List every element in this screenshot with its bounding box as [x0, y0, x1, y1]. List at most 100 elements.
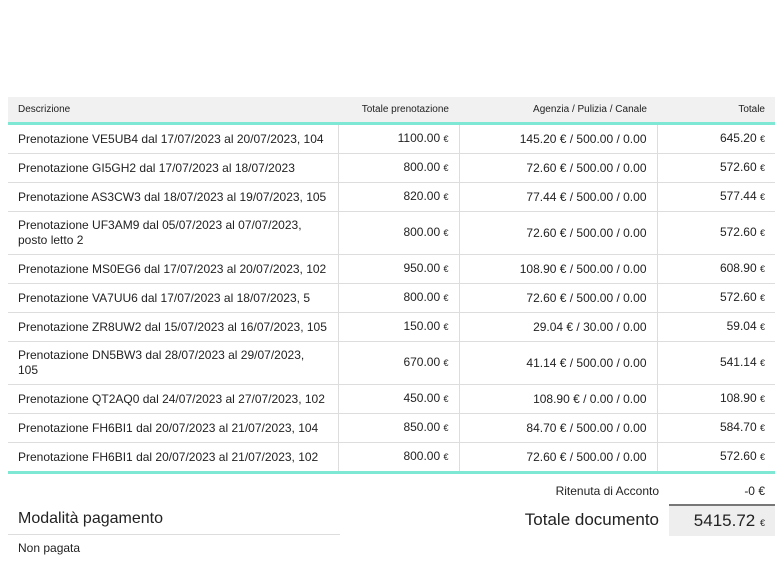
value: 572.60 — [719, 290, 757, 304]
cell-totale-prenotazione: 800.00 € — [338, 283, 460, 313]
cell-descrizione: Prenotazione VE5UB4 dal 17/07/2023 al 20… — [8, 123, 339, 154]
cell-descrizione: Prenotazione GI5GH2 dal 17/07/2023 al 18… — [8, 153, 339, 183]
value: 108.90 — [719, 391, 757, 405]
currency: € — [759, 394, 765, 404]
bookings-table: Descrizione Totale prenotazione Agenzia … — [8, 97, 775, 474]
value: 59.04 — [726, 319, 757, 333]
value: 645.20 — [719, 131, 757, 145]
currency: € — [759, 134, 765, 144]
cell-agenzia-pulizia-canale: 108.90 € / 500.00 / 0.00 — [459, 254, 658, 284]
cell-totale-prenotazione: 820.00 € — [338, 182, 460, 212]
cell-agenzia-pulizia-canale: 41.14 € / 500.00 / 0.00 — [459, 341, 658, 385]
cell-totale: 572.60 € — [657, 283, 775, 313]
table-row: Prenotazione DN5BW3 dal 28/07/2023 al 29… — [8, 341, 775, 385]
currency: € — [759, 452, 765, 462]
currency: € — [443, 322, 449, 332]
currency: € — [443, 452, 449, 462]
currency: € — [759, 322, 765, 332]
cell-descrizione: Prenotazione VA7UU6 dal 17/07/2023 al 18… — [8, 283, 339, 313]
currency: € — [443, 228, 449, 238]
value: 450.00 — [403, 391, 441, 405]
cell-totale: 577.44 € — [657, 182, 775, 212]
currency: € — [759, 192, 765, 202]
cell-totale: 645.20 € — [657, 123, 775, 154]
currency: € — [443, 192, 449, 202]
value: 800.00 — [403, 449, 441, 463]
cell-agenzia-pulizia-canale: 72.60 € / 500.00 / 0.00 — [459, 211, 658, 255]
cell-totale-prenotazione: 150.00 € — [338, 312, 460, 342]
cell-totale: 108.90 € — [657, 384, 775, 414]
cell-totale: 572.60 € — [657, 442, 775, 474]
cell-agenzia-pulizia-canale: 77.44 € / 500.00 / 0.00 — [459, 182, 658, 212]
table-row: Prenotazione VA7UU6 dal 17/07/2023 al 18… — [8, 283, 775, 313]
cell-descrizione: Prenotazione UF3AM9 dal 05/07/2023 al 07… — [8, 211, 339, 255]
table-row: Prenotazione QT2AQ0 dal 24/07/2023 al 27… — [8, 384, 775, 414]
value: 572.60 — [719, 225, 757, 239]
value: 670.00 — [403, 355, 441, 369]
cell-totale: 572.60 € — [657, 211, 775, 255]
currency: € — [759, 228, 765, 238]
currency: € — [759, 264, 765, 274]
cell-descrizione: Prenotazione FH6BI1 dal 20/07/2023 al 21… — [8, 442, 339, 474]
cell-totale: 541.14 € — [657, 341, 775, 385]
value: 800.00 — [403, 290, 441, 304]
currency: € — [759, 358, 765, 368]
cell-totale: 572.60 € — [657, 153, 775, 183]
currency: € — [443, 394, 449, 404]
currency: € — [443, 293, 449, 303]
value: 850.00 — [403, 420, 441, 434]
table-row: Prenotazione FH6BI1 dal 20/07/2023 al 21… — [8, 413, 775, 443]
value: 820.00 — [403, 189, 441, 203]
summary-section: Modalità pagamento Non pagata Ritenuta d… — [8, 480, 775, 555]
cell-totale: 59.04 € — [657, 312, 775, 342]
cell-totale-prenotazione: 800.00 € — [338, 153, 460, 183]
header-totale-prenotazione: Totale prenotazione — [338, 97, 459, 125]
table-row: Prenotazione MS0EG6 dal 17/07/2023 al 20… — [8, 254, 775, 284]
cell-totale-prenotazione: 950.00 € — [338, 254, 460, 284]
cell-totale-prenotazione: 800.00 € — [338, 442, 460, 474]
currency: € — [443, 163, 449, 173]
payment-status: Non pagata — [18, 541, 81, 555]
ritenuta-row: Ritenuta di Acconto -0 € — [355, 480, 775, 502]
cell-totale: 608.90 € — [657, 254, 775, 284]
table-row: Prenotazione UF3AM9 dal 05/07/2023 al 07… — [8, 211, 775, 255]
cell-descrizione: Prenotazione ZR8UW2 dal 15/07/2023 al 16… — [8, 312, 339, 342]
header-agenzia-pulizia-canale: Agenzia / Pulizia / Canale — [459, 97, 657, 125]
table-row: Prenotazione ZR8UW2 dal 15/07/2023 al 16… — [8, 312, 775, 342]
cell-descrizione: Prenotazione MS0EG6 dal 17/07/2023 al 20… — [8, 254, 339, 284]
value: 608.90 — [719, 261, 757, 275]
cell-agenzia-pulizia-canale: 108.90 € / 0.00 / 0.00 — [459, 384, 658, 414]
currency: € — [759, 518, 765, 528]
value: 572.60 — [719, 160, 757, 174]
cell-descrizione: Prenotazione QT2AQ0 dal 24/07/2023 al 27… — [8, 384, 339, 414]
payment-section: Modalità pagamento Non pagata — [8, 480, 340, 555]
header-totale: Totale — [657, 97, 775, 125]
value: 800.00 — [403, 160, 441, 174]
cell-descrizione: Prenotazione AS3CW3 dal 18/07/2023 al 19… — [8, 182, 339, 212]
cell-agenzia-pulizia-canale: 84.70 € / 500.00 / 0.00 — [459, 413, 658, 443]
ritenuta-label: Ritenuta di Acconto — [555, 484, 659, 498]
value: 800.00 — [403, 225, 441, 239]
cell-totale-prenotazione: 850.00 € — [338, 413, 460, 443]
cell-totale-prenotazione: 450.00 € — [338, 384, 460, 414]
totale-documento-row: Totale documento 5415.72 € — [355, 504, 775, 536]
currency: € — [443, 423, 449, 433]
currency: € — [759, 163, 765, 173]
totals-section: Ritenuta di Acconto -0 € Totale document… — [355, 480, 775, 536]
cell-agenzia-pulizia-canale: 29.04 € / 30.00 / 0.00 — [459, 312, 658, 342]
cell-agenzia-pulizia-canale: 72.60 € / 500.00 / 0.00 — [459, 442, 658, 474]
cell-totale-prenotazione: 670.00 € — [338, 341, 460, 385]
table-row: Prenotazione AS3CW3 dal 18/07/2023 al 19… — [8, 182, 775, 212]
currency: € — [443, 358, 449, 368]
table-row: Prenotazione GI5GH2 dal 17/07/2023 al 18… — [8, 153, 775, 183]
cell-agenzia-pulizia-canale: 72.60 € / 500.00 / 0.00 — [459, 153, 658, 183]
totale-documento-box: 5415.72 € — [669, 504, 775, 536]
currency: € — [443, 264, 449, 274]
totale-documento-label: Totale documento — [524, 510, 659, 529]
cell-agenzia-pulizia-canale: 72.60 € / 500.00 / 0.00 — [459, 283, 658, 313]
totale-documento-value: 5415.72 — [693, 511, 756, 530]
document-body: Descrizione Totale prenotazione Agenzia … — [8, 97, 775, 555]
cell-agenzia-pulizia-canale: 145.20 € / 500.00 / 0.00 — [459, 123, 658, 154]
cell-totale-prenotazione: 800.00 € — [338, 211, 460, 255]
cell-totale: 584.70 € — [657, 413, 775, 443]
